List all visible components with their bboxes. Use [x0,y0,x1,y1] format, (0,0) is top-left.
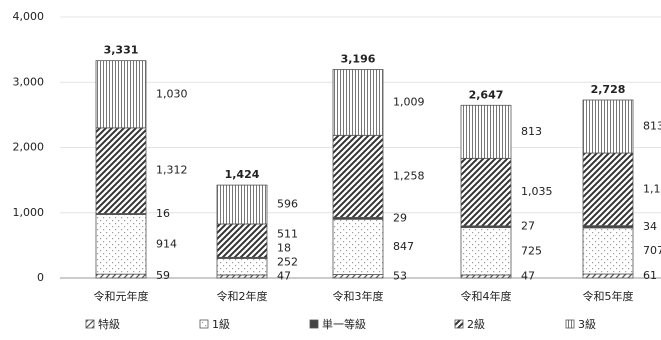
value-label: 18 [277,241,291,254]
legend-label: 1級 [212,318,230,331]
value-label: 596 [277,198,298,211]
value-label: 59 [156,269,170,282]
value-label: 1,009 [393,95,425,108]
y-tick-label: 4,000 [13,10,45,23]
value-label: 511 [277,227,298,240]
value-label: 16 [156,207,170,220]
bar-segment [95,127,147,214]
legend-label: 単一等級 [322,317,366,331]
total-label: 2,728 [591,83,626,96]
total-label: 2,647 [469,88,504,101]
legend-swatch [454,319,464,329]
y-tick-label: 2,000 [13,141,45,154]
bar-segment [95,273,147,279]
x-tick-label: 令和元年度 [94,289,149,303]
value-label: 707 [643,244,661,257]
value-label: 252 [277,255,298,268]
value-label: 1,312 [156,164,188,177]
value-label: 914 [156,237,177,250]
value-label: 1,030 [156,87,188,100]
value-label: 61 [643,269,657,282]
bar-segment [216,258,268,276]
value-label: 47 [277,269,291,282]
legend-label: 3級 [578,318,596,331]
bar-segment [216,274,268,279]
bar-segment [460,104,512,159]
legend-swatch [85,319,95,329]
bar-segment [332,218,384,275]
y-tick-label: 0 [37,271,44,284]
value-label: 1,113 [643,182,661,195]
bar-segment [95,60,147,129]
bar-segment [216,223,268,258]
y-tick-label: 3,000 [13,75,45,88]
value-label: 1,258 [393,169,425,182]
bar-segment [332,69,384,136]
value-label: 847 [393,240,414,253]
bar-segment [95,214,147,275]
x-tick-label: 令和5年度 [583,289,634,303]
legend-swatch [565,319,575,329]
value-label: 813 [643,120,661,133]
bar-segment [460,157,512,227]
value-label: 29 [393,211,407,224]
value-label: 1,035 [521,185,553,198]
bar-segment [582,273,634,279]
legend-label: 特級 [98,317,120,331]
value-label: 27 [521,220,535,233]
y-tick-label: 1,000 [13,206,45,219]
value-label: 47 [521,269,535,282]
total-label: 1,424 [225,168,260,181]
bar-segment [582,152,634,227]
bar-segment [216,184,268,225]
bar-segment [582,227,634,275]
value-label: 53 [393,269,407,282]
value-label: 34 [643,220,657,233]
bar-segment [332,274,384,279]
value-label: 813 [521,125,542,138]
x-tick-label: 令和2年度 [217,289,268,303]
bar-segment [460,227,512,276]
total-label: 3,196 [341,52,376,65]
legend-swatch [199,319,209,329]
bar-segment [582,99,634,154]
legend-swatch [309,319,319,329]
x-tick-label: 令和4年度 [461,289,512,303]
bar-segment [460,274,512,279]
x-tick-label: 令和3年度 [333,289,384,303]
value-label: 725 [521,244,542,257]
bar-segment [332,134,384,218]
total-label: 3,331 [104,44,139,57]
legend-label: 2級 [467,318,485,331]
